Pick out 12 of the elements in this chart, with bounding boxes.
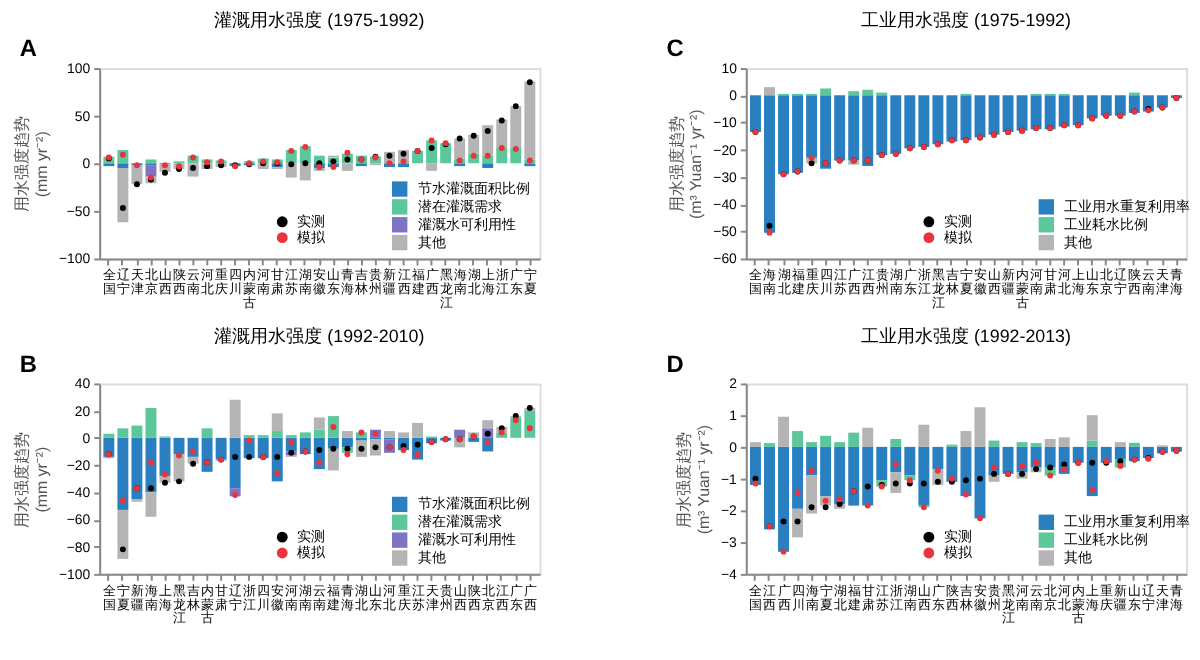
text: B bbox=[19, 349, 38, 378]
y-axis-title: 用水强度趋势 (m³ Yuan⁻¹ yr⁻²) bbox=[675, 424, 714, 535]
y-axis-title: 用水强度趋势 (mm yr⁻²) bbox=[13, 116, 52, 213]
y-axis-title: 用水强度趋势 (m³ Yuan⁻¹ yr⁻²) bbox=[667, 108, 706, 219]
chart-title: 工业用水强度 (1992-2013) bbox=[860, 325, 1072, 346]
text: C bbox=[666, 34, 685, 63]
chart-title: 灌溉用水强度 (1992-2010) bbox=[214, 325, 425, 346]
chart-title: 灌溉用水强度 (1975-1992) bbox=[214, 10, 425, 31]
text: D bbox=[666, 349, 685, 378]
chart-title: 工业用水强度 (1975-1992) bbox=[860, 10, 1072, 31]
text: A bbox=[19, 34, 38, 63]
y-axis-title: 用水强度趋势 (mm yr⁻²) bbox=[13, 431, 52, 528]
